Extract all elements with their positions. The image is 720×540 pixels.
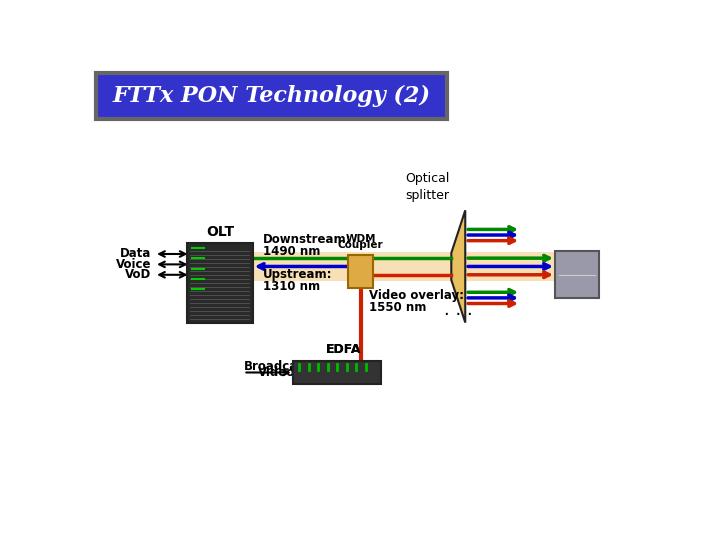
Text: WDM: WDM: [346, 234, 376, 244]
Text: EDFA: EDFA: [326, 343, 361, 356]
Polygon shape: [451, 210, 465, 322]
Text: EDFA: EDFA: [326, 343, 361, 356]
Text: Optical: Optical: [405, 172, 450, 185]
Polygon shape: [252, 252, 451, 281]
Text: Data: Data: [120, 247, 151, 260]
Text: FTTx PON Technology (2): FTTx PON Technology (2): [112, 85, 431, 107]
Text: VoD: VoD: [125, 268, 151, 281]
Polygon shape: [465, 252, 556, 281]
Text: Downstream:: Downstream:: [263, 233, 351, 246]
FancyBboxPatch shape: [96, 73, 447, 119]
FancyBboxPatch shape: [555, 251, 599, 299]
Text: Voice: Voice: [116, 258, 151, 271]
Text: 1310 nm: 1310 nm: [263, 280, 320, 294]
FancyBboxPatch shape: [292, 361, 382, 384]
Text: 1490 nm: 1490 nm: [263, 245, 320, 258]
Text: ONU: ONU: [559, 251, 595, 265]
FancyBboxPatch shape: [186, 243, 253, 323]
FancyBboxPatch shape: [348, 255, 373, 288]
Text: Upstream:: Upstream:: [263, 268, 333, 281]
Text: . . .: . . .: [444, 301, 472, 319]
Text: Video: Video: [258, 366, 295, 379]
Text: 1550 nm: 1550 nm: [369, 301, 426, 314]
Text: Coupler: Coupler: [338, 240, 384, 250]
Text: Video overlay:: Video overlay:: [369, 289, 464, 302]
Text: Broadcast: Broadcast: [243, 360, 310, 373]
Text: OLT: OLT: [206, 225, 234, 239]
Text: splitter: splitter: [405, 189, 449, 202]
